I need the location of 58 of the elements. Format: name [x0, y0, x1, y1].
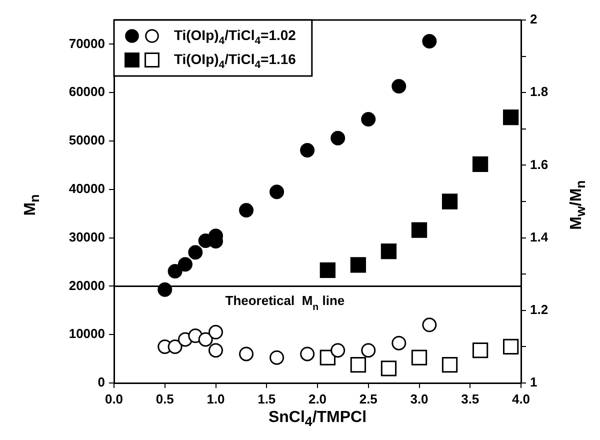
x-tick-label: 0.0: [104, 391, 124, 406]
point: [208, 343, 223, 358]
y2-tick-label: 1.4: [530, 229, 549, 244]
x-tick-label: 1.5: [258, 391, 276, 406]
point: [350, 257, 366, 273]
y2-tick-label: 1.2: [530, 302, 548, 317]
point: [330, 130, 346, 146]
point: [380, 244, 397, 260]
point: [472, 342, 488, 358]
point: [380, 360, 397, 376]
point: [178, 257, 192, 272]
point: [411, 222, 428, 238]
point: [208, 324, 223, 340]
y-tick-label: 10000: [68, 326, 105, 342]
point: [361, 112, 376, 126]
y2-tick-label: 1: [530, 374, 538, 390]
x-tick-label: 0.5: [156, 391, 174, 406]
x-tick-label: 3.0: [410, 391, 428, 406]
y2-tick-label: 1.8: [530, 84, 548, 100]
point: [442, 357, 458, 373]
x-tick-label: 2.5: [359, 391, 378, 406]
x-tick-label: 1.0: [206, 391, 225, 406]
point: [392, 79, 406, 94]
point: [411, 350, 428, 366]
x-tick-label: 3.5: [461, 391, 480, 406]
point: [239, 346, 254, 362]
point: [361, 343, 376, 358]
point: [270, 184, 284, 200]
y-tick-label: 20000: [68, 278, 105, 293]
y2-tick-label: 2: [530, 12, 538, 27]
point: [168, 264, 182, 278]
point: [422, 34, 437, 49]
point: [503, 338, 519, 355]
point: [422, 318, 437, 332]
point: [239, 202, 254, 218]
y-tick-label: 60000: [68, 84, 105, 100]
y2-tick-label: 1.6: [530, 156, 548, 172]
point: [270, 350, 284, 365]
point: [320, 262, 336, 278]
x-tick-label: 2.0: [308, 391, 327, 406]
point: [198, 332, 213, 347]
point: [392, 336, 406, 350]
point: [300, 142, 315, 158]
y-tick-label: 70000: [68, 36, 105, 51]
point: [442, 194, 458, 210]
x-tick-label: 4.0: [512, 391, 530, 406]
point: [472, 156, 488, 172]
y-tick-label: 0: [98, 374, 105, 390]
x-axis-title: SnCl$_{4}$/TMPCl: [268, 409, 367, 430]
y-tick-label: 50000: [68, 132, 105, 148]
y-tick-label: 30000: [68, 229, 105, 244]
point: [300, 346, 315, 362]
point: [350, 357, 366, 373]
point: [330, 343, 346, 358]
point: [188, 245, 203, 260]
point: [168, 339, 182, 354]
y-tick-label: 40000: [68, 180, 105, 196]
point: [503, 109, 519, 126]
